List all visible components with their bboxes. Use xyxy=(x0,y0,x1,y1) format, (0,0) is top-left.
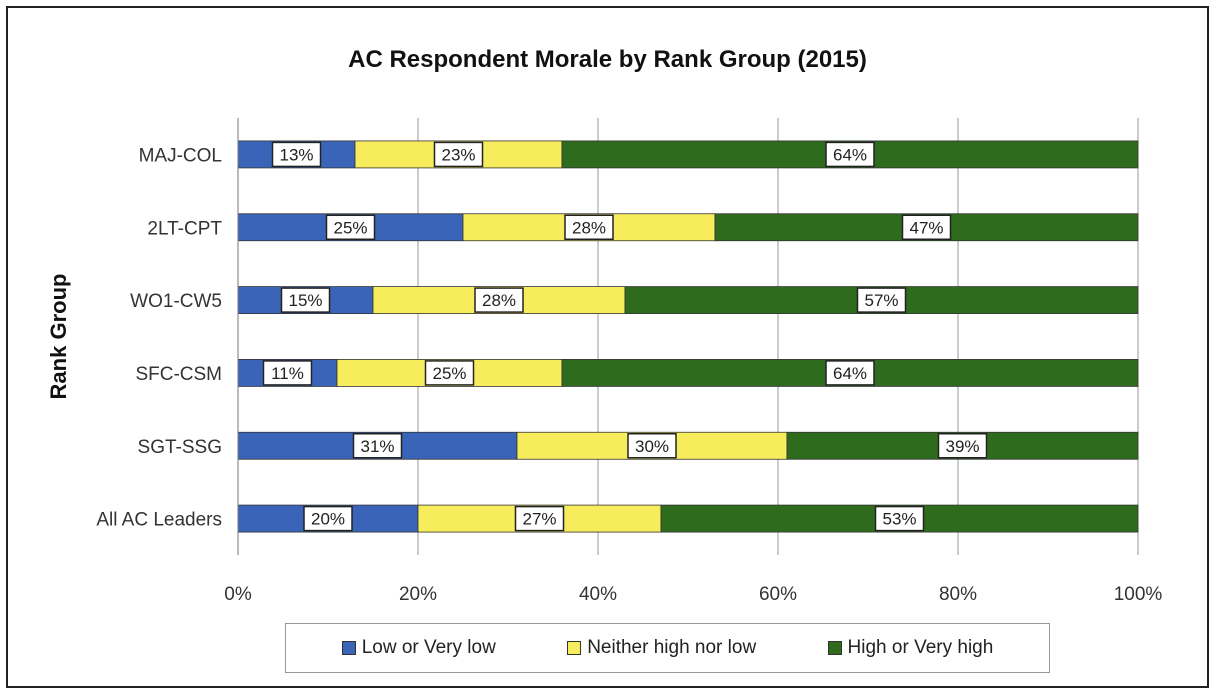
data-label: 57% xyxy=(864,291,898,310)
data-label-box xyxy=(280,287,331,313)
data-label: 28% xyxy=(482,291,516,310)
legend-swatch xyxy=(341,641,356,655)
data-label: 30% xyxy=(635,437,669,456)
category-label: SFC-CSM xyxy=(135,364,222,385)
data-label-box xyxy=(825,141,875,168)
data-label-box xyxy=(352,433,403,459)
chart-frame xyxy=(6,6,1209,688)
data-label-box xyxy=(271,141,322,168)
legend-swatch xyxy=(827,641,842,655)
chart-legend: Low or Very low Neither high nor low High … xyxy=(285,623,1050,673)
data-label: 64% xyxy=(833,145,867,164)
data-label-box xyxy=(262,360,313,386)
data-label-box xyxy=(424,360,475,386)
category-label: All AC Leaders xyxy=(96,510,222,531)
y-axis-title: Rank Group xyxy=(46,274,71,400)
data-label-box xyxy=(901,214,952,240)
data-label: 27% xyxy=(522,510,556,529)
x-tick-label: 60% xyxy=(759,584,797,605)
data-label: 20% xyxy=(311,510,345,529)
data-label-box xyxy=(937,433,988,459)
x-tick-label: 20% xyxy=(399,584,437,605)
legend-item: Neither high nor low xyxy=(567,637,756,659)
legend-label: High or Very high xyxy=(847,637,994,658)
data-label: 13% xyxy=(279,145,313,164)
data-label: 28% xyxy=(572,218,606,237)
data-label-box xyxy=(433,141,484,168)
data-label-box xyxy=(303,505,353,532)
x-tick-label: 80% xyxy=(939,584,977,605)
data-label-box xyxy=(874,505,925,532)
data-label: 47% xyxy=(909,218,943,237)
data-label-box xyxy=(474,287,524,313)
data-label: 23% xyxy=(441,145,475,164)
x-tick-label: 100% xyxy=(1114,584,1163,605)
category-label: SGT-SSG xyxy=(138,437,222,458)
data-label-box xyxy=(627,433,677,459)
legend-swatch xyxy=(567,641,582,655)
data-label: 25% xyxy=(432,364,466,383)
data-label: 25% xyxy=(333,218,367,237)
category-label: WO1-CW5 xyxy=(130,291,222,312)
data-label-box xyxy=(564,214,614,240)
data-label: 31% xyxy=(360,437,394,456)
data-label-box xyxy=(856,287,907,313)
data-label: 64% xyxy=(833,364,867,383)
legend-item: Low or Very low xyxy=(341,637,496,659)
data-label-box xyxy=(325,214,376,240)
legend-label: Low or Very low xyxy=(361,637,496,658)
category-label: 2LT-CPT xyxy=(147,218,222,239)
chart-title: AC Respondent Morale by Rank Group (2015… xyxy=(348,46,867,73)
data-label-box xyxy=(514,505,565,532)
x-tick-label: 0% xyxy=(224,584,252,605)
data-label-box xyxy=(825,360,875,386)
legend-item: High or Very high xyxy=(827,637,994,659)
legend-label: Neither high nor low xyxy=(587,637,757,658)
data-label: 39% xyxy=(945,437,979,456)
data-label: 15% xyxy=(288,291,322,310)
data-label: 11% xyxy=(271,364,304,383)
category-label: MAJ-COL xyxy=(139,145,222,166)
data-label: 53% xyxy=(882,510,916,529)
x-tick-label: 40% xyxy=(579,584,617,605)
